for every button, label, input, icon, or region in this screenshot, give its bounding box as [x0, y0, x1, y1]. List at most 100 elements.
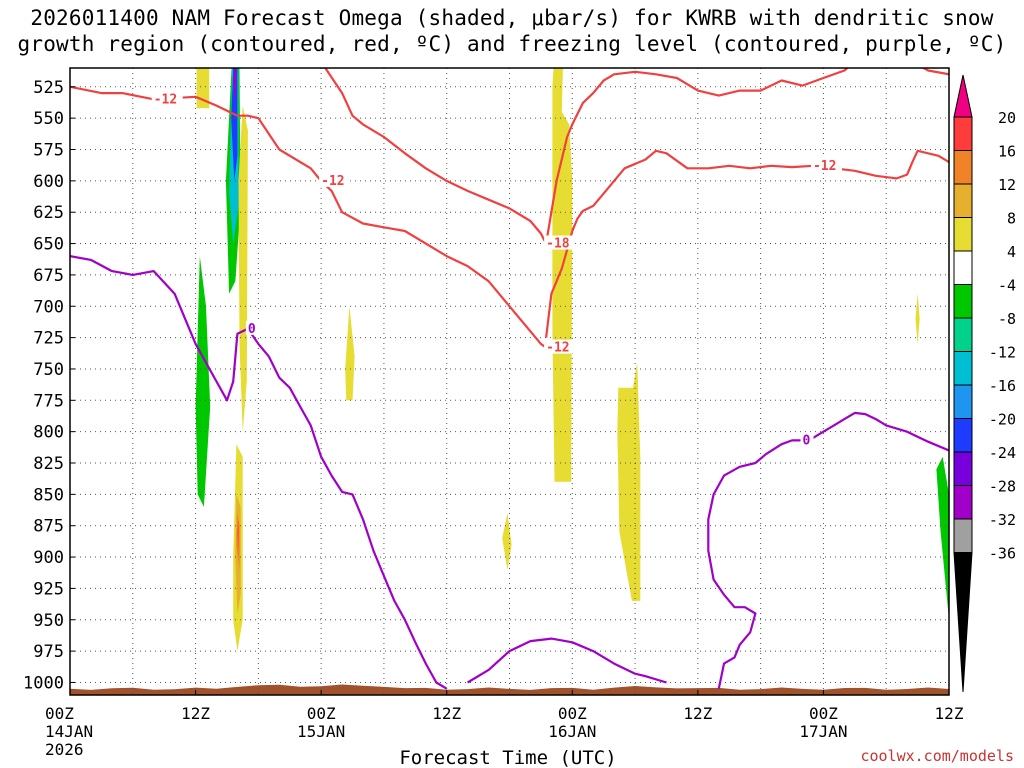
contour-label-6: 0: [248, 322, 256, 337]
colorbar-segment-11: [953, 451, 973, 486]
xtick-year-0: 2026: [45, 740, 84, 759]
omega-region-6: [233, 68, 237, 106]
colorbar-label-5: 4: [1007, 243, 1016, 261]
colorbar-segment-1: [953, 116, 973, 151]
contour-line-2: [545, 149, 949, 338]
colorbar-label-9: -16: [989, 377, 1016, 395]
colorbar-label-13: -32: [989, 511, 1016, 529]
colorbar-label-1: 20: [998, 109, 1016, 127]
contour-label-bg-5: [544, 339, 576, 354]
contour-label-1: -12: [154, 92, 177, 107]
x-axis-label: Forecast Time (UTC): [399, 747, 616, 768]
contour-line-1: [70, 85, 547, 349]
xtick-date-48: 16JAN: [548, 722, 596, 741]
contour-line-4: [921, 68, 949, 76]
xtick-date-24: 15JAN: [297, 722, 345, 741]
omega-colorbar: 20 16 12 8 4 -4 -8 -12 -16 -20 -24 -28 -32 -36: [953, 74, 1016, 693]
ytick-label-650: 650: [33, 235, 64, 255]
contour-label-7: 0: [803, 433, 811, 448]
ytick-label-900: 900: [33, 548, 64, 568]
contour-label-3: -12: [813, 159, 836, 174]
ytick-label-700: 700: [33, 297, 64, 317]
colorbar-label-4: 8: [1007, 210, 1016, 228]
contour-label-4: -18: [546, 237, 570, 252]
omega-region-2: [195, 256, 211, 507]
credit-link[interactable]: coolwx.com/models: [860, 747, 1014, 765]
contour-layer: -12 -12 -12 -18 -12 0 0: [70, 68, 949, 690]
terrain-layer: [70, 684, 949, 695]
xtick-label-48: 00Z: [558, 704, 587, 723]
colorbar-label-6: -4: [998, 277, 1016, 295]
ytick-label-1000: 1000: [23, 673, 64, 693]
colorbar-label-11: -24: [989, 444, 1016, 462]
xtick-label-60: 12Z: [683, 704, 712, 723]
omega-region-11: [237, 519, 239, 551]
omega-region-10: [236, 513, 240, 570]
ytick-label-600: 600: [33, 172, 64, 192]
xtick-label-24: 00Z: [307, 704, 336, 723]
contour-line-5: [70, 255, 448, 690]
contour-label-bg-1: [151, 91, 183, 106]
ytick-label-575: 575: [33, 141, 64, 161]
colorbar-segment-12: [953, 485, 973, 520]
chart-title-line-2: growth region (contoured, red, ºC) and f…: [17, 32, 1007, 56]
xtick-date-0: 14JAN: [45, 722, 93, 741]
colorbar-segment-9: [953, 384, 973, 419]
colorbar-segment-2: [953, 150, 973, 185]
contour-label-2: -12: [321, 174, 344, 189]
colorbar-segment-13: [953, 518, 973, 553]
colorbar-segment-7: [953, 317, 973, 352]
contour-label-bg-4: [544, 235, 576, 250]
omega-region-13: [502, 513, 512, 570]
omega-region-7: [238, 105, 248, 432]
contour-label-bg-7: [800, 432, 814, 447]
colorbar-label-8: -12: [989, 344, 1016, 362]
ytick-label-725: 725: [33, 329, 64, 349]
colorbar-segment-5: [953, 250, 973, 285]
ytick-label-675: 675: [33, 266, 64, 286]
ytick-label-625: 625: [33, 203, 64, 223]
colorbar-segment-10: [953, 418, 973, 453]
colorbar-segment-6: [953, 284, 973, 319]
colorbar-label-14: -36: [989, 545, 1016, 563]
ytick-label-775: 775: [33, 391, 64, 411]
omega-region-16: [915, 293, 920, 344]
contour-line-7: [707, 411, 949, 689]
colorbar-segment-8: [953, 351, 973, 386]
contour-label-bg-2: [319, 172, 351, 187]
xtick-label-72: 00Z: [809, 704, 838, 723]
colorbar-label-10: -20: [989, 411, 1016, 429]
xtick-label-84: 12Z: [935, 704, 964, 723]
ytick-label-925: 925: [33, 579, 64, 599]
pressure-axis: 525 550 575 600 625 650 675 700 725 750 775 800 825 8…: [23, 78, 75, 693]
ytick-label-525: 525: [33, 78, 64, 98]
contour-line-3: [323, 68, 850, 245]
omega-region-12: [345, 306, 355, 401]
contour-line-6: [467, 637, 667, 684]
contour-label-bg-6: [245, 320, 259, 335]
ytick-label-800: 800: [33, 423, 64, 443]
colorbar-segment-4: [953, 217, 973, 252]
colorbar-label-3: 12: [998, 176, 1016, 194]
ytick-label-950: 950: [33, 611, 64, 631]
omega-region-17: [936, 456, 949, 620]
xtick-label-36: 12Z: [432, 704, 461, 723]
ytick-label-875: 875: [33, 517, 64, 537]
xtick-date-72: 17JAN: [799, 722, 847, 741]
colorbar-bottom-arrow: [953, 552, 973, 693]
colorbar-label-12: -28: [989, 478, 1016, 496]
ytick-label-750: 750: [33, 360, 64, 380]
xtick-label-12: 12Z: [181, 704, 210, 723]
chart-title-line-1: 2026011400 NAM Forecast Omega (shaded, μ…: [30, 6, 994, 30]
colorbar-label-2: 16: [998, 143, 1016, 161]
plot-frame: [69, 67, 950, 696]
omega-region-15: [617, 362, 641, 601]
colorbar-label-7: -8: [998, 310, 1016, 328]
terrain-fill: [70, 684, 949, 695]
colorbar-top-arrow: [953, 74, 973, 118]
omega-region-14: [552, 68, 573, 482]
ytick-label-550: 550: [33, 109, 64, 129]
ytick-label-975: 975: [33, 642, 64, 662]
